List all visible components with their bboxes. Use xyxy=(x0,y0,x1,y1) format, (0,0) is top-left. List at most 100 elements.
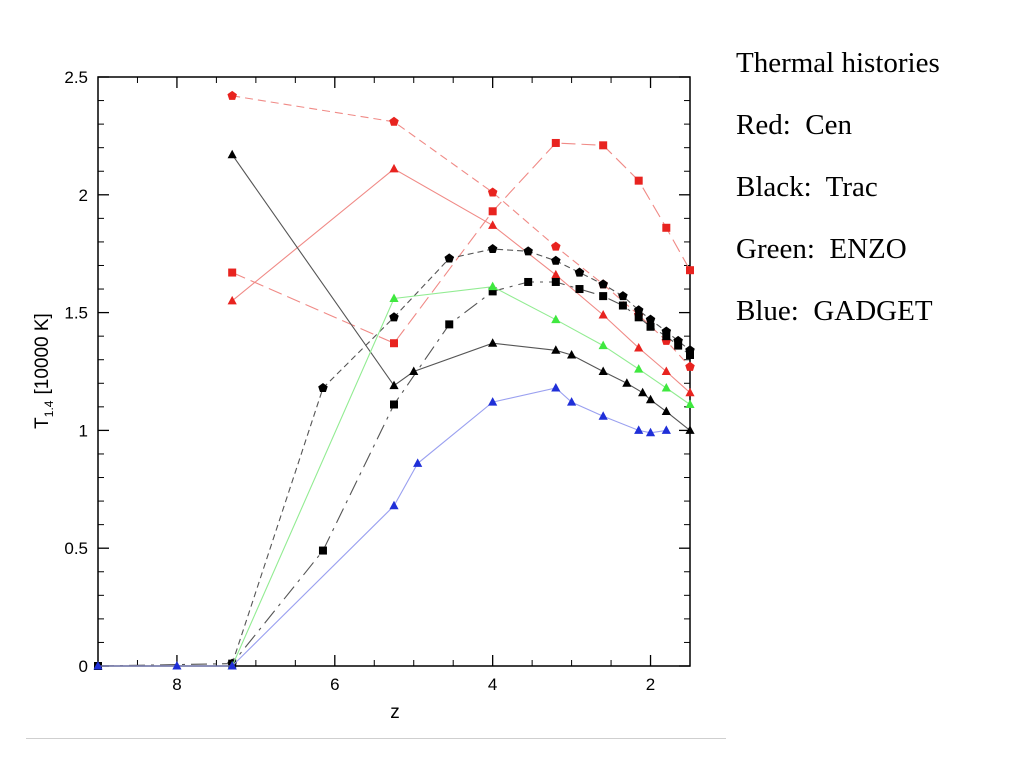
series-line xyxy=(231,142,691,344)
data-point-triangle xyxy=(172,661,182,670)
data-point-triangle xyxy=(685,399,695,408)
series-red-square xyxy=(228,138,694,348)
data-point-triangle xyxy=(488,338,498,347)
data-point-triangle xyxy=(634,364,644,373)
data-point-triangle xyxy=(645,394,656,404)
data-point-square xyxy=(390,400,398,409)
data-point-triangle xyxy=(389,163,399,173)
data-point-pentagon xyxy=(645,314,656,324)
data-point-square xyxy=(551,138,560,147)
legend-line-green: Green: ENZO xyxy=(736,233,907,265)
data-point-triangle xyxy=(551,345,561,354)
y-tick-label: 1.5 xyxy=(64,304,88,323)
data-point-square xyxy=(686,266,694,275)
data-point-pentagon xyxy=(318,382,328,393)
data-point-triangle xyxy=(551,314,561,324)
series-blue-triangle xyxy=(93,382,671,670)
series-line xyxy=(232,95,691,368)
plot-frame xyxy=(97,76,691,667)
data-point-pentagon xyxy=(685,361,695,371)
data-point-triangle xyxy=(227,661,237,670)
data-point-triangle xyxy=(567,397,577,406)
data-point-triangle xyxy=(634,425,644,434)
data-point-pentagon xyxy=(551,255,561,265)
data-point-triangle xyxy=(661,382,671,392)
data-point-triangle xyxy=(93,661,103,670)
series-black-triangle xyxy=(227,149,695,434)
data-point-triangle xyxy=(389,293,399,302)
data-point-triangle xyxy=(598,340,608,350)
axis-frame-layer xyxy=(97,76,691,667)
x-tick-label: 2 xyxy=(646,675,655,694)
series-black-square xyxy=(94,277,694,670)
data-point-triangle xyxy=(661,366,671,375)
data-point-square xyxy=(318,546,327,555)
y-axis-label-unit: [10000 K] xyxy=(32,313,53,394)
data-point-pentagon xyxy=(551,241,561,251)
legend-title: Thermal histories xyxy=(736,47,940,79)
data-point-triangle xyxy=(661,425,671,434)
y-axis-label-subscript: 1.4 xyxy=(42,400,56,417)
data-point-triangle xyxy=(488,397,498,406)
data-point-square xyxy=(445,320,454,329)
series-line xyxy=(231,248,691,664)
legend-panel: Thermal histories Red: Cen Black: Trac G… xyxy=(736,32,1016,342)
data-point-square xyxy=(674,341,683,350)
y-axis-label-main: T xyxy=(32,417,53,429)
data-point-square xyxy=(686,351,694,360)
data-point-pentagon xyxy=(574,267,585,277)
y-tick-label: 1 xyxy=(79,421,88,440)
data-point-square xyxy=(634,313,643,322)
data-point-square xyxy=(575,285,584,294)
y-tick-label: 2.5 xyxy=(64,68,88,87)
data-point-triangle xyxy=(227,295,237,305)
series-green-triangle xyxy=(227,281,695,670)
data-point-triangle xyxy=(413,458,423,467)
data-point-pentagon xyxy=(598,279,608,289)
data-point-pentagon xyxy=(227,90,237,100)
data-point-pentagon xyxy=(444,253,455,263)
bottom-divider xyxy=(26,738,726,739)
data-point-pentagon xyxy=(389,312,399,322)
data-point-triangle xyxy=(551,382,561,392)
legend-line-blue: Blue: GADGET xyxy=(736,295,933,327)
data-point-square xyxy=(634,176,643,185)
data-point-triangle xyxy=(638,387,648,397)
data-point-square xyxy=(390,339,398,348)
chart: 8 6 4 2 0 0.5 1 1.5 2 2.5 z T1.4 [10000 K] xyxy=(32,68,695,723)
data-point-triangle xyxy=(551,269,561,279)
series-layer xyxy=(93,90,695,670)
y-axis-label: T1.4 [10000 K] xyxy=(32,313,56,429)
data-point-triangle xyxy=(488,220,498,229)
data-point-pentagon xyxy=(523,246,533,256)
x-axis-label: z xyxy=(390,702,400,723)
data-point-square xyxy=(488,207,497,216)
data-point-square xyxy=(662,223,671,232)
data-point-triangle xyxy=(622,378,632,387)
data-point-square xyxy=(662,332,671,341)
data-point-triangle xyxy=(661,406,671,416)
x-tick-label: 6 xyxy=(330,675,339,694)
data-point-triangle xyxy=(645,427,656,437)
data-point-square xyxy=(599,292,608,301)
ticks-layer: 8 6 4 2 0 0.5 1 1.5 2 2.5 xyxy=(64,68,691,694)
data-point-pentagon xyxy=(633,305,644,315)
data-point-pentagon xyxy=(389,116,399,126)
data-point-triangle xyxy=(598,411,608,420)
series-line xyxy=(231,168,691,394)
data-point-triangle xyxy=(409,366,419,375)
data-point-square xyxy=(646,322,655,331)
data-point-triangle xyxy=(389,500,399,510)
x-tick-label: 8 xyxy=(172,675,181,694)
legend-line-red: Red: Cen xyxy=(736,109,852,141)
data-point-pentagon xyxy=(487,243,498,254)
data-point-square xyxy=(488,287,497,296)
data-point-triangle xyxy=(389,380,399,390)
data-point-pentagon xyxy=(487,187,498,197)
series-red-triangle xyxy=(227,163,695,397)
series-red-pentagon xyxy=(227,90,695,371)
data-point-square xyxy=(524,277,533,286)
data-point-pentagon xyxy=(618,291,628,301)
series-line xyxy=(231,286,691,667)
x-tick-label: 4 xyxy=(488,675,497,694)
